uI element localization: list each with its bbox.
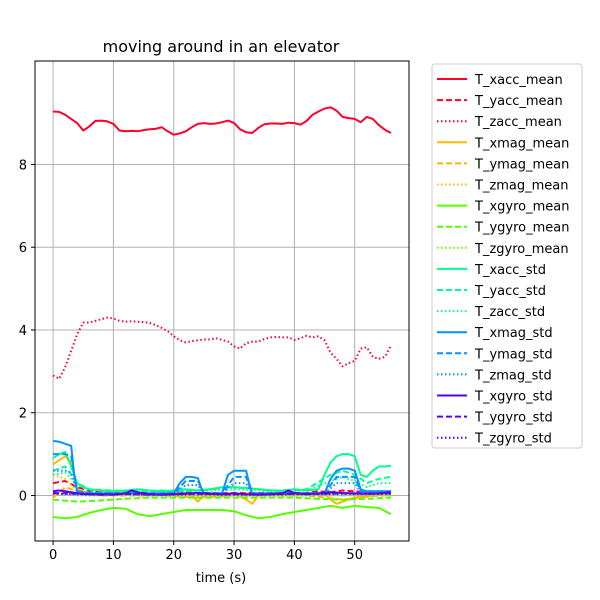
- legend-box: [431, 63, 583, 449]
- series-lines: [52, 106, 392, 520]
- legend-label: T_zmag_mean: [474, 179, 569, 194]
- legend-label: T_zmag_std: [474, 368, 552, 383]
- x-tick-label: 20: [165, 548, 182, 563]
- legend-label: T_yacc_std: [474, 284, 546, 299]
- y-tick-label: 6: [19, 241, 27, 256]
- legend-label: T_ymag_mean: [474, 157, 569, 172]
- legend-label: T_ymag_std: [474, 347, 553, 362]
- series-line-t-zgyro-std: [53, 492, 391, 496]
- legend: T_xacc_mean T_yacc_mean T_zacc_mean T_xmag_…: [431, 63, 583, 449]
- x-tick-label: 50: [346, 548, 363, 563]
- legend-label: T_xacc_mean: [474, 73, 563, 88]
- chart-title: moving around in an elevator: [103, 37, 340, 56]
- legend-label: T_zacc_mean: [474, 115, 562, 130]
- legend-label: T_xgyro_mean: [474, 200, 569, 215]
- legend-label: T_xmag_mean: [474, 136, 569, 151]
- legend-label: T_xacc_std: [474, 263, 546, 278]
- series-line-t-zmag-std: [53, 469, 391, 495]
- series-line-t-xacc-mean: [53, 106, 392, 136]
- grid-lines: [35, 61, 409, 541]
- axis-ticks: 0 10 20 30 40 50 0 2 4 6 8: [19, 158, 363, 563]
- series-line-t-yacc-std: [52, 465, 392, 493]
- legend-label: T_zgyro_std: [474, 432, 552, 447]
- plot-area-frame: [34, 60, 410, 542]
- series-line-t-xgyro-mean: [53, 504, 392, 520]
- x-tick-label: 40: [286, 548, 303, 563]
- x-tick-label: 30: [226, 548, 243, 563]
- legend-label: T_xgyro_std: [474, 390, 553, 405]
- y-tick-label: 8: [19, 158, 27, 173]
- y-tick-label: 0: [19, 489, 27, 504]
- x-tick-label: 0: [49, 548, 57, 563]
- x-axis-label: time (s): [196, 571, 246, 586]
- x-tick-label: 10: [105, 548, 122, 563]
- legend-label: T_xmag_std: [474, 326, 553, 341]
- y-tick-label: 4: [19, 324, 27, 339]
- legend-label: T_ygyro_std: [474, 411, 553, 426]
- legend-label: T_ygyro_mean: [474, 221, 569, 236]
- y-tick-label: 2: [19, 407, 27, 422]
- legend-label: T_yacc_mean: [474, 94, 563, 109]
- series-line-t-zacc-mean: [52, 316, 392, 380]
- series-line-t-ygyro-mean: [53, 496, 391, 503]
- legend-label: T_zgyro_mean: [474, 242, 569, 257]
- legend-label: T_zacc_std: [474, 305, 545, 320]
